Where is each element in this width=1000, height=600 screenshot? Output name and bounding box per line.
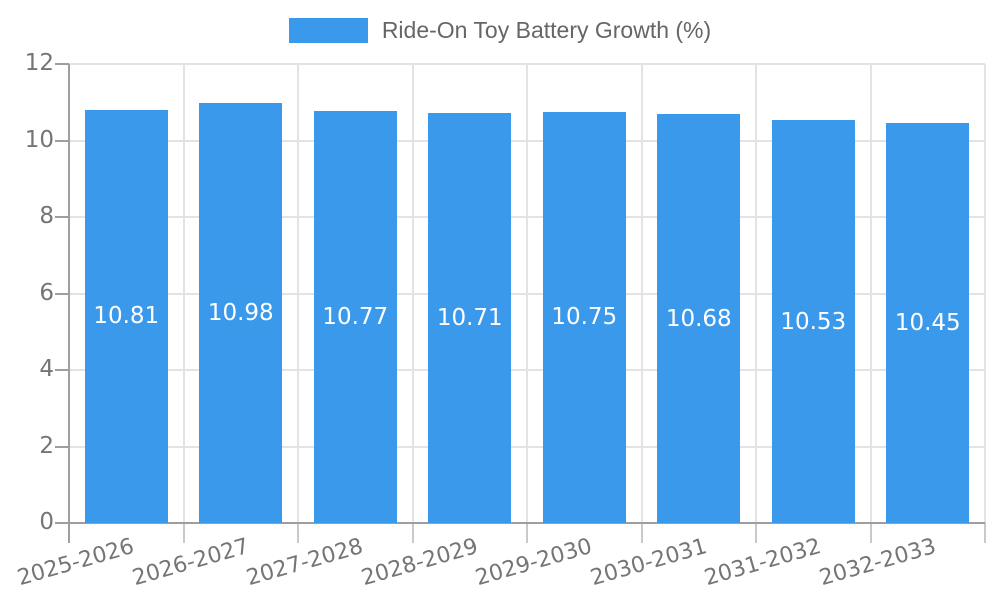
x-tick-mark	[182, 523, 185, 543]
y-tick-label: 0	[39, 509, 54, 535]
x-tick-mark	[755, 523, 757, 543]
x-gridline	[411, 64, 414, 523]
bar-value-label: 10.81	[93, 303, 160, 330]
bar-value-label: 10.75	[551, 304, 618, 331]
y-tick-label: 12	[24, 50, 54, 76]
x-gridline	[640, 64, 643, 523]
bar	[771, 120, 855, 523]
y-tick-mark	[55, 292, 69, 295]
x-gridline	[526, 64, 528, 523]
x-gridline	[869, 64, 872, 523]
bar	[84, 109, 168, 523]
bar-value-label: 10.98	[207, 300, 274, 326]
y-axis	[68, 64, 70, 543]
bar-value-label: 10.53	[780, 308, 847, 335]
x-tick-mark	[869, 523, 872, 543]
bar-value-label: 10.45	[894, 310, 961, 337]
x-tick-mark	[411, 523, 414, 543]
x-gridline	[182, 64, 185, 523]
x-axis	[69, 522, 985, 524]
x-tick-mark	[640, 523, 643, 543]
bar	[886, 123, 970, 523]
y-tick-mark	[55, 522, 69, 524]
bar-value-label: 10.68	[665, 305, 732, 332]
x-tick-mark	[984, 523, 986, 543]
bar-value-label: 10.77	[322, 304, 389, 331]
y-tick-mark	[55, 139, 69, 142]
y-tick-label: 10	[24, 126, 54, 153]
legend[interactable]: Ride-On Toy Battery Growth (%)	[0, 17, 1000, 44]
x-tick-mark	[526, 523, 528, 543]
y-tick-label: 6	[39, 279, 54, 306]
y-tick-mark	[55, 445, 69, 448]
y-tick-mark	[55, 216, 69, 218]
y-tick-label: 8	[39, 203, 54, 229]
bar-value-label: 10.71	[436, 305, 503, 332]
legend-label: Ride-On Toy Battery Growth (%)	[381, 17, 712, 43]
x-tick-mark	[297, 523, 299, 543]
bar	[428, 113, 512, 523]
x-gridline	[297, 64, 299, 523]
bar	[313, 111, 397, 523]
y-tick-label: 4	[39, 356, 54, 382]
legend-swatch	[288, 18, 368, 43]
x-gridline	[984, 64, 986, 523]
x-gridline	[755, 64, 757, 523]
y-tick-mark	[55, 63, 69, 65]
y-tick-label: 2	[39, 432, 54, 459]
bar	[199, 103, 283, 523]
bar	[542, 111, 626, 523]
y-tick-mark	[55, 369, 69, 371]
bar	[657, 114, 741, 523]
